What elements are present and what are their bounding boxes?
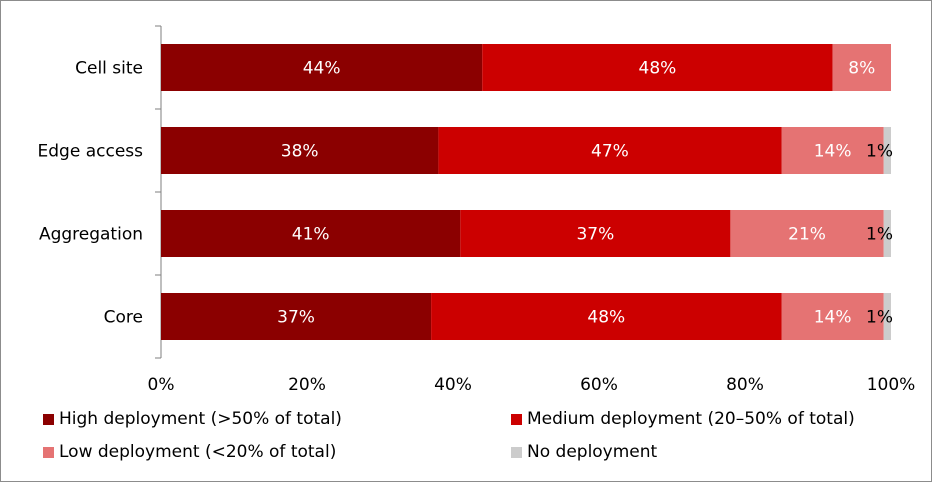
bar-segment <box>431 293 782 340</box>
data-label: 47% <box>591 142 629 162</box>
data-label: 41% <box>292 225 330 245</box>
data-label: 38% <box>281 142 319 162</box>
category-label: Core <box>104 308 143 328</box>
data-label: 14% <box>814 308 852 328</box>
bar-segment <box>883 127 891 174</box>
legend-label-low: Low deployment (<20% of total) <box>59 442 337 462</box>
legend-label-none: No deployment <box>527 442 658 462</box>
data-label: 14% <box>814 142 852 162</box>
legend-item-medium: Medium deployment (20–50% of total) <box>511 409 855 429</box>
bar-segment <box>730 210 884 257</box>
bar-segment <box>161 210 461 257</box>
x-tick-label: 0% <box>148 375 175 395</box>
bar-segment <box>161 44 483 91</box>
legend-item-none: No deployment <box>511 442 657 462</box>
data-label: 37% <box>576 225 614 245</box>
data-label: 1% <box>866 225 893 245</box>
bar-segment <box>460 210 731 257</box>
x-tick-label: 100% <box>867 375 916 395</box>
legend-swatch-low <box>43 446 54 458</box>
x-tick-label: 60% <box>580 375 618 395</box>
data-label: 8% <box>848 59 875 79</box>
legend-swatch-medium <box>511 413 522 425</box>
x-tick-label: 40% <box>434 375 472 395</box>
data-label: 1% <box>866 142 893 162</box>
bar-segment <box>161 293 432 340</box>
bar-segment <box>883 210 891 257</box>
data-label: 21% <box>788 225 826 245</box>
category-label: Aggregation <box>39 225 143 245</box>
bar-segment <box>832 44 891 91</box>
data-label: 1% <box>866 308 893 328</box>
bar-segment <box>438 127 782 174</box>
data-label: 44% <box>303 59 341 79</box>
legend-item-high: High deployment (>50% of total) <box>43 409 342 429</box>
bar-segment <box>781 293 884 340</box>
data-label: 48% <box>639 59 677 79</box>
data-label: 37% <box>277 308 315 328</box>
legend-label-high: High deployment (>50% of total) <box>59 409 342 429</box>
bar-segment <box>482 44 833 91</box>
x-tick-label: 80% <box>726 375 764 395</box>
data-label: 48% <box>587 308 625 328</box>
bar-segment <box>883 293 891 340</box>
legend-label-medium: Medium deployment (20–50% of total) <box>527 409 855 429</box>
x-tick-label: 20% <box>288 375 326 395</box>
legend-swatch-high <box>43 413 54 425</box>
bar-segment <box>161 127 439 174</box>
category-label: Cell site <box>75 59 143 79</box>
bar-segment <box>781 127 884 174</box>
category-label: Edge access <box>38 142 144 162</box>
legend-swatch-none <box>511 446 522 458</box>
legend-item-low: Low deployment (<20% of total) <box>43 442 336 462</box>
